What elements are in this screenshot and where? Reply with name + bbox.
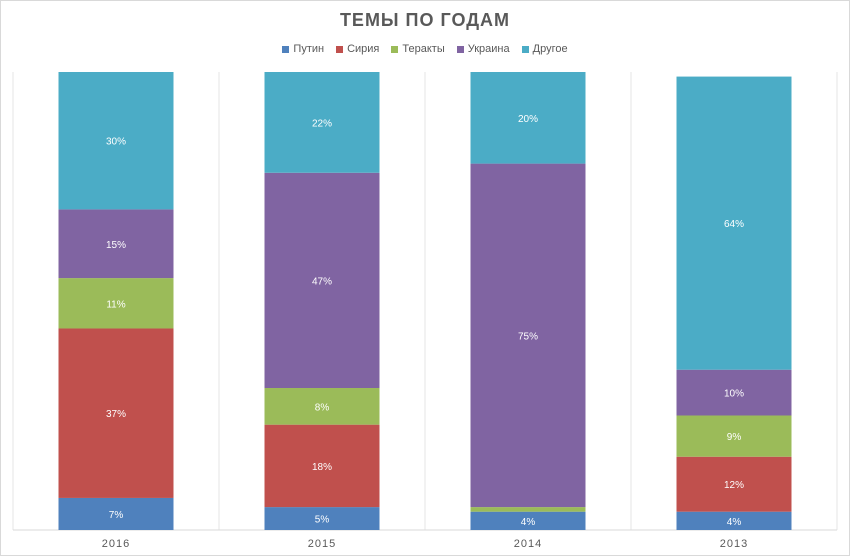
data-label: 4% [521, 517, 536, 528]
legend-label: Путин [293, 43, 325, 55]
legend-swatch [456, 45, 464, 53]
data-label: 9% [727, 432, 742, 443]
bar-segment [264, 72, 380, 173]
bar-segment [470, 511, 586, 530]
bar-segment [264, 424, 380, 508]
data-label: 47% [312, 276, 332, 287]
legend-label: Сирия [347, 43, 380, 55]
data-label: 5% [315, 515, 330, 526]
bar-segment [264, 388, 380, 425]
x-tick-label: 2016 [102, 538, 130, 550]
chart-title: ТЕМЫ ПО ГОДАМ [339, 10, 511, 30]
bar-segment [676, 511, 792, 530]
data-label: 18% [312, 462, 332, 473]
bar-segment [58, 278, 174, 329]
legend-item-0: Путин [282, 43, 324, 55]
legend-swatch [282, 45, 290, 53]
bar-segment [264, 172, 380, 389]
data-label: 30% [106, 137, 126, 148]
chart-legend: Путин Сирия Теракты Украина Другое [0, 43, 850, 55]
data-label: 8% [315, 402, 330, 413]
x-tick-label: 2015 [308, 538, 336, 550]
data-label: 15% [106, 240, 126, 251]
legend-item-4: Другое [521, 43, 568, 55]
bar-segment [470, 163, 586, 508]
bar-segment [58, 72, 174, 210]
legend-swatch [336, 45, 344, 53]
bar-segment [58, 497, 174, 530]
data-label: 64% [724, 219, 744, 230]
data-label: 75% [518, 331, 538, 342]
data-label: 22% [312, 118, 332, 129]
data-label: 4% [727, 517, 742, 528]
bar-segment [470, 72, 586, 164]
x-tick-label: 2013 [720, 538, 748, 550]
data-label: 11% [106, 299, 125, 310]
data-label: 10% [724, 389, 744, 400]
legend-swatch [391, 45, 399, 53]
data-label: 12% [724, 480, 744, 491]
bar-segment [676, 415, 792, 457]
legend-label: Теракты [402, 43, 445, 55]
bar-segment [676, 369, 792, 416]
bar-segment [676, 76, 792, 370]
data-label: 37% [106, 409, 126, 420]
legend-item-3: Украина [456, 43, 510, 55]
bar-segment [264, 507, 380, 530]
legend-label: Другое [532, 43, 568, 55]
legend-label: Украина [467, 43, 510, 55]
legend-item-2: Теракты [391, 43, 445, 55]
x-tick-label: 2014 [514, 538, 542, 550]
data-label: 20% [518, 114, 538, 125]
bar-segment [58, 209, 174, 279]
legend-item-1: Сирия [336, 43, 379, 55]
bar-segment [676, 456, 792, 512]
legend-swatch [521, 45, 529, 53]
bar-segment [58, 328, 174, 498]
data-label: 7% [109, 510, 124, 521]
bar-segment [470, 507, 586, 512]
